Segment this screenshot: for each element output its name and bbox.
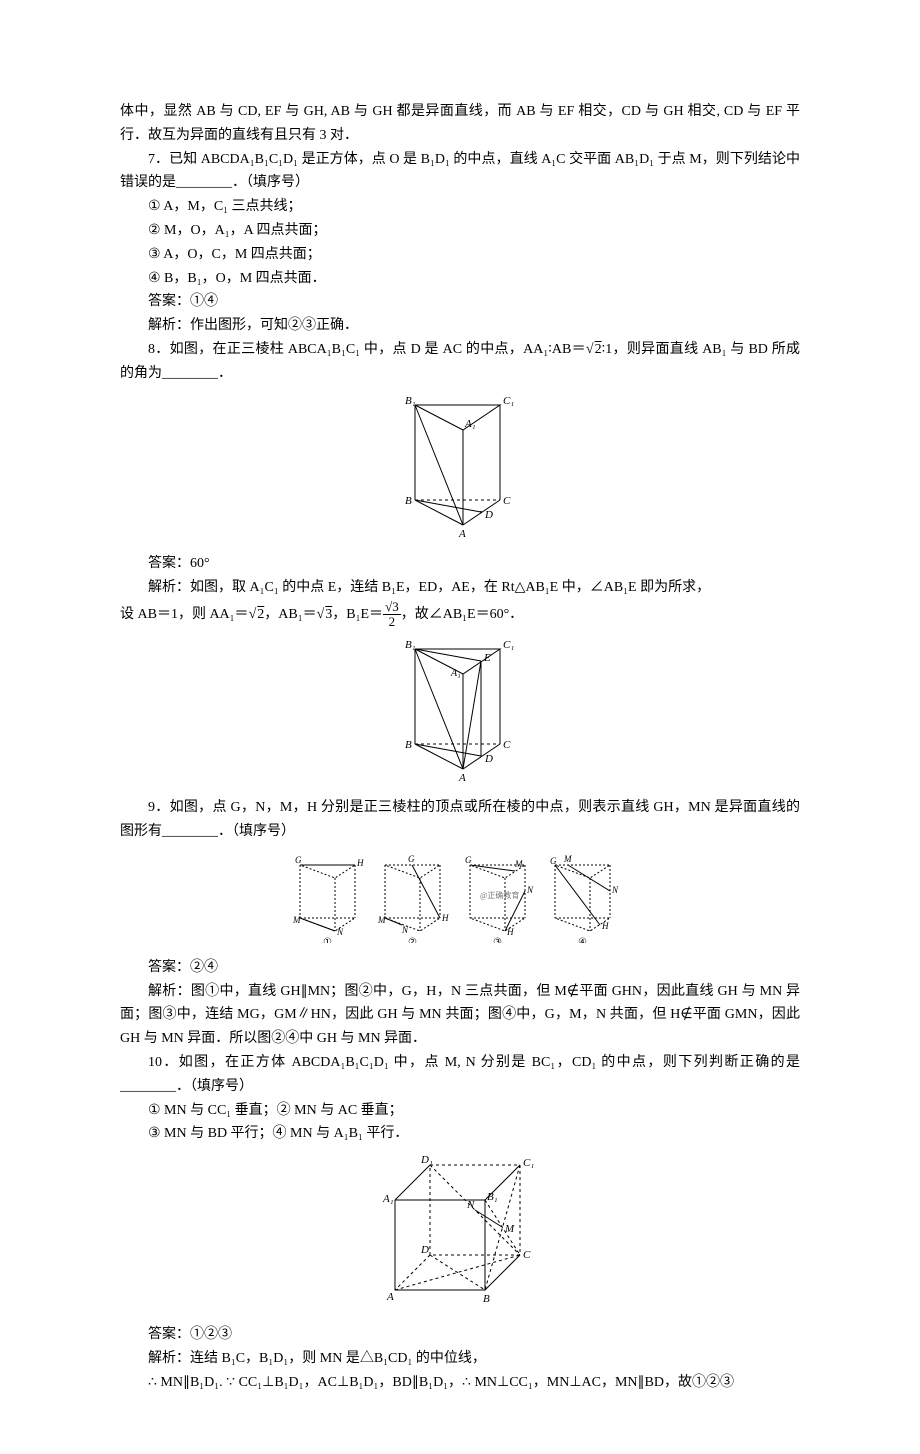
q8-stem: 8．如图，在正三棱柱 ABCA₁B₁C₁ 中，点 D 是 AC 的中点，AA₁∶… [120, 338, 800, 386]
q7-opt4: ④ B，B₁，O，M 四点共面． [120, 267, 800, 291]
prev-tail-text: 体中，显然 AB 与 CD, EF 与 GH, AB 与 GH 都是异面直线，而… [120, 100, 800, 148]
q7-explanation: 解析：作出图形，可知②③正确． [120, 314, 800, 338]
sqrt-icon: 3 [317, 607, 333, 622]
svg-text:A₁: A₁ [382, 1193, 394, 1205]
sqrt-2: 2 [594, 342, 602, 357]
svg-text:C: C [503, 739, 511, 751]
q10-answer: 答案：①②③ [120, 1323, 800, 1347]
svg-text:G: G [550, 856, 557, 866]
svg-text:M: M [292, 915, 301, 925]
fraction: √32 [383, 600, 401, 630]
frac-den: 2 [383, 615, 401, 629]
four-prisms: G H M N ① G H M N ② [290, 848, 630, 943]
svg-text:H: H [601, 921, 609, 931]
prism-diagram-1: B₁ C₁ A₁ B C A D [395, 390, 525, 540]
svg-text:B: B [405, 495, 412, 507]
svg-text:B: B [483, 1293, 490, 1305]
q8-answer: 答案：60° [120, 552, 800, 576]
q10-opt34: ③ MN 与 BD 平行；④ MN 与 A₁B₁ 平行． [120, 1122, 800, 1146]
svg-text:C: C [523, 1249, 531, 1261]
q7-opt3: ③ A，O，C，M 四点共面； [120, 243, 800, 267]
q8-figure-1: B₁ C₁ A₁ B C A D [120, 390, 800, 549]
svg-text:A: A [458, 772, 466, 784]
svg-text:D: D [420, 1244, 429, 1256]
svg-text:N: N [336, 927, 344, 937]
circled-2: ② [408, 937, 417, 943]
cube-diagram: D₁ C₁ A₁ B₁ D C A B N M [375, 1150, 545, 1310]
q7-answer: 答案：①④ [120, 290, 800, 314]
svg-text:C₁: C₁ [523, 1157, 534, 1169]
svg-text:H: H [506, 927, 514, 937]
svg-text:A₁: A₁ [450, 668, 461, 679]
q7-opt1: ① A，M，C₁ 三点共线； [120, 195, 800, 219]
svg-text:C₁: C₁ [503, 395, 514, 407]
svg-text:B₁: B₁ [405, 395, 416, 407]
svg-text:H: H [356, 858, 364, 868]
sqrt-icon: 2 [586, 342, 602, 357]
q10-expl-2: ∴ MN∥B₁D₁. ∵ CC₁⊥B₁D₁，AC⊥B₁D₁，BD∥B₁D₁，∴ … [120, 1371, 800, 1395]
svg-text:C₁: C₁ [503, 639, 514, 651]
svg-text:G: G [408, 854, 415, 864]
q8-expl-e: ，故∠AB₁E＝60°． [401, 607, 523, 622]
svg-text:A: A [458, 528, 466, 540]
svg-text:N: N [526, 885, 534, 895]
q7-opt2: ② M，O，A₁，A 四点共面； [120, 219, 800, 243]
svg-text:M: M [377, 915, 386, 925]
q8-expl-d: ，B₁E＝ [332, 607, 383, 622]
circled-3: ③ [493, 937, 502, 943]
svg-text:M: M [504, 1223, 515, 1235]
svg-text:C: C [503, 495, 511, 507]
svg-text:M: M [563, 854, 572, 864]
svg-text:A₁: A₁ [464, 418, 476, 430]
svg-text:E: E [483, 652, 491, 664]
q10-opt12: ① MN 与 CC₁ 垂直；② MN 与 AC 垂直； [120, 1099, 800, 1123]
q8-stem-part-a: 8．如图，在正三棱柱 ABCA₁B₁C₁ 中，点 D 是 AC 的中点，AA₁∶… [148, 342, 586, 357]
q8-figure-2: B₁ C₁ A₁ E B C A D [120, 634, 800, 793]
q9-stem: 9．如图，点 G，N，M，H 分别是正三棱柱的顶点或所在棱的中点，则表示直线 G… [120, 796, 800, 844]
q9-answer: 答案：②④ [120, 956, 800, 980]
q8-expl-line1: 解析：如图，取 A₁C₁ 的中点 E，连结 B₁E，ED，AE，在 Rt△AB₁… [120, 576, 800, 600]
svg-text:A: A [386, 1291, 394, 1303]
svg-text:N: N [611, 885, 619, 895]
q7-stem: 7．已知 ABCDA₁B₁C₁D₁ 是正方体，点 O 是 B₁D₁ 的中点，直线… [120, 148, 800, 196]
circled-4: ④ [578, 937, 587, 943]
svg-text:H: H [441, 913, 449, 923]
svg-text:D: D [484, 753, 493, 765]
frac-num: √3 [383, 600, 401, 615]
q8-expl-c: ，AB₁＝ [264, 607, 316, 622]
sqrt-icon: 2 [249, 607, 265, 622]
svg-text:G: G [465, 855, 472, 865]
prism-diagram-2: B₁ C₁ A₁ E B C A D [395, 634, 525, 784]
q9-explanation: 解析：图①中，直线 GH∥MN；图②中，G，H，N 三点共面，但 M∉平面 GH… [120, 980, 800, 1051]
svg-text:N: N [401, 925, 409, 935]
svg-text:D: D [484, 509, 493, 521]
svg-text:M: M [514, 859, 523, 869]
watermark-text: @正确教育 [480, 890, 519, 900]
svg-text:N: N [466, 1199, 475, 1211]
svg-text:B: B [405, 739, 412, 751]
q10-figure: D₁ C₁ A₁ B₁ D C A B N M [120, 1150, 800, 1319]
svg-text:D₁: D₁ [420, 1154, 433, 1166]
q8-expl-line2: 设 AB＝1，则 AA₁＝2，AB₁＝3，B₁E＝√32，故∠AB₁E＝60°． [120, 600, 800, 630]
svg-text:B₁: B₁ [405, 639, 416, 651]
q8-expl-b: 设 AB＝1，则 AA₁＝ [120, 607, 249, 622]
svg-text:B₁: B₁ [487, 1191, 498, 1203]
circled-1: ① [323, 937, 332, 943]
q10-expl-1: 解析：连结 B₁C，B₁D₁，则 MN 是△B₁CD₁ 的中位线， [120, 1347, 800, 1371]
q9-figure-row: G H M N ① G H M N ② [120, 848, 800, 952]
q10-stem: 10．如图，在正方体 ABCD­A₁B₁C₁D₁ 中，点 M, N 分别是 BC… [120, 1051, 800, 1099]
svg-text:G: G [295, 855, 302, 865]
